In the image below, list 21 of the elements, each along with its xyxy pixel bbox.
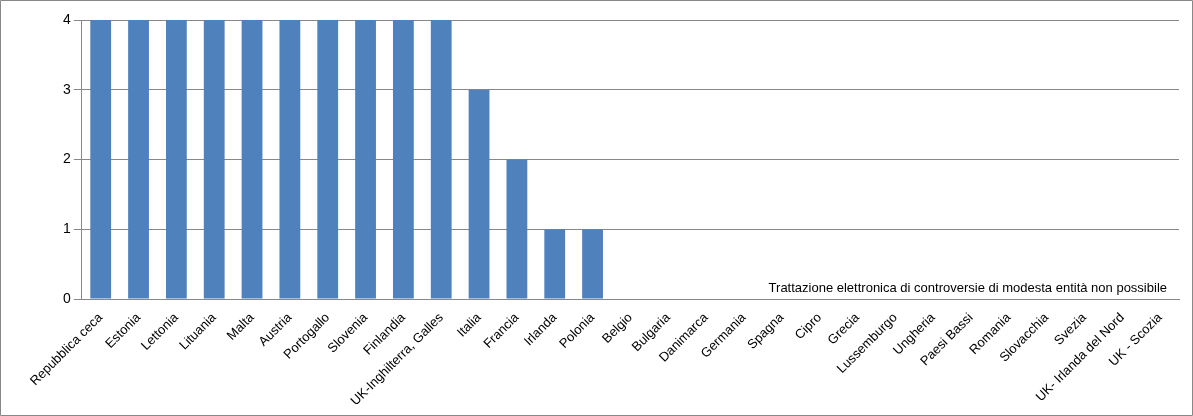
bar	[165, 20, 187, 299]
bar	[506, 159, 528, 299]
bar	[392, 20, 414, 299]
bar	[90, 20, 112, 299]
bar	[355, 20, 376, 299]
bar	[279, 20, 301, 299]
y-tick-label: 3	[62, 80, 71, 97]
x-tick-label: Italia	[453, 309, 485, 340]
y-tick-label: 0	[62, 289, 71, 306]
y-tick-label: 1	[62, 220, 71, 237]
bar	[468, 89, 490, 299]
y-tick-label: 2	[62, 150, 71, 167]
bar	[317, 20, 339, 299]
annotation: Trattazione elettronica di controversie di modesta entità non possibile	[768, 280, 1167, 296]
bar	[582, 229, 603, 299]
bar	[203, 20, 225, 299]
bar	[544, 229, 566, 299]
bar	[128, 20, 149, 299]
bar	[430, 20, 452, 299]
y-tick-label: 4	[62, 10, 71, 27]
bar	[241, 20, 263, 299]
